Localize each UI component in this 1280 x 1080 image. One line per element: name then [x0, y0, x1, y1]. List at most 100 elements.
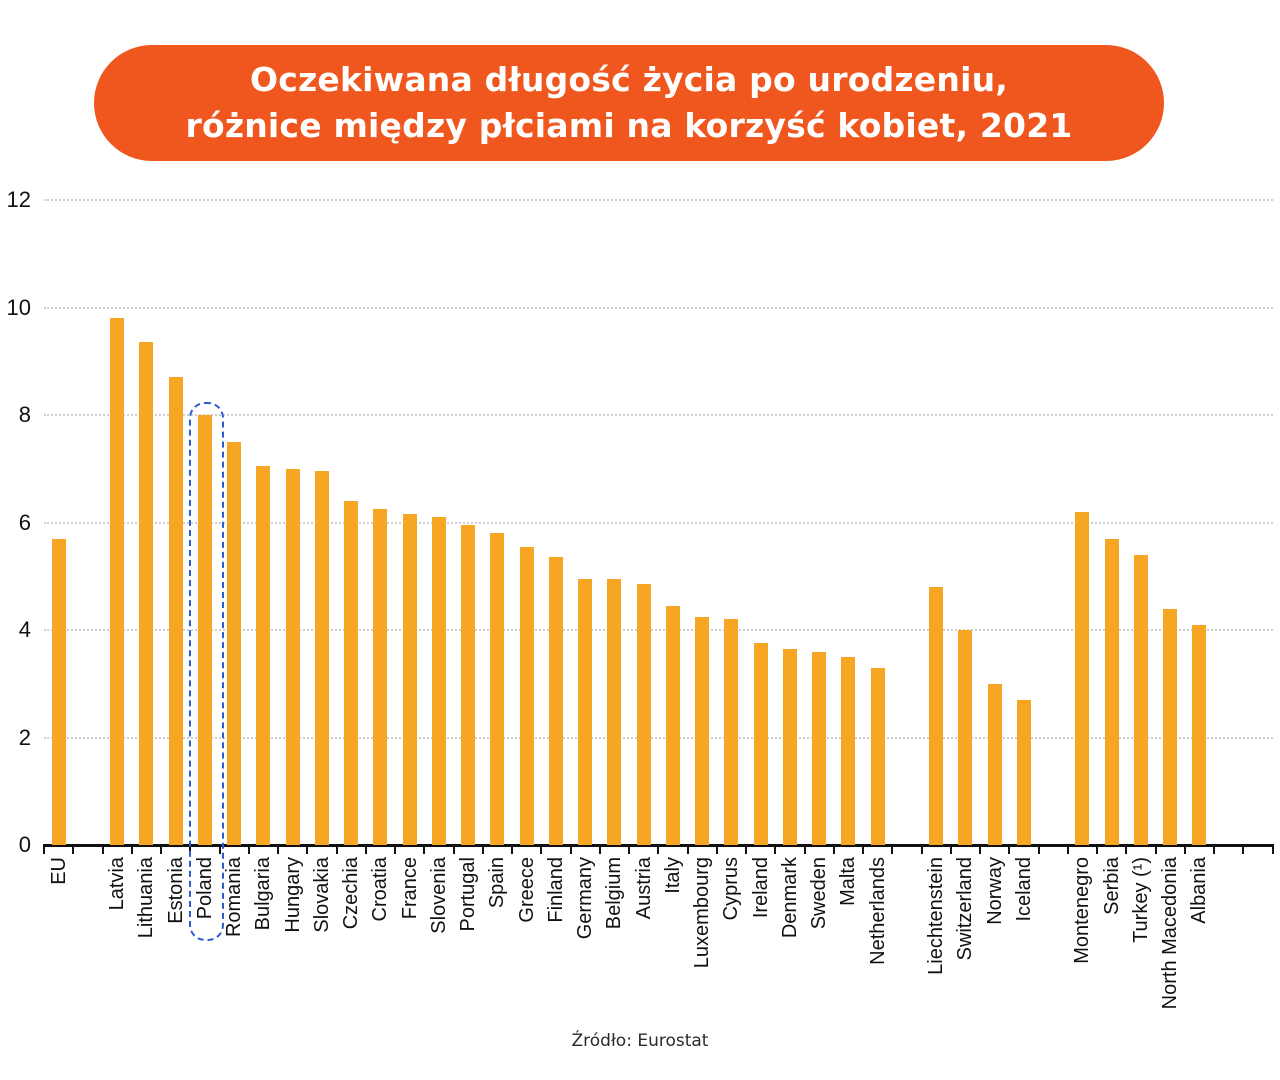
gridline-6 — [44, 521, 1273, 524]
chart-title-line-2: różnice między płciami na korzyść kobiet… — [185, 106, 1073, 145]
x-axis-tick — [247, 846, 250, 854]
bar-portugal — [461, 525, 476, 845]
x-axis-label-hungary: Hungary — [281, 857, 304, 933]
x-axis-label-north-macedonia: North Macedonia — [1159, 857, 1182, 1010]
x-axis-tick — [218, 846, 221, 854]
x-axis-label-slovakia: Slovakia — [310, 857, 333, 933]
y-axis-tick-label-2: 2 — [18, 724, 31, 750]
x-axis-label-serbia: Serbia — [1100, 857, 1123, 915]
x-axis-label-iceland: Iceland — [1012, 857, 1035, 922]
x-axis-tick — [949, 846, 952, 854]
x-axis-label-croatia: Croatia — [369, 857, 392, 922]
bar-lithuania — [139, 342, 154, 845]
x-axis-label-liechtenstein: Liechtenstein — [925, 857, 948, 975]
bar-germany — [578, 578, 593, 845]
bar-iceland — [1016, 699, 1031, 845]
bar-slovakia — [314, 471, 329, 845]
x-axis-label-cyprus: Cyprus — [720, 857, 743, 921]
y-axis-tick-label-12: 12 — [6, 187, 31, 212]
x-axis-tick — [306, 846, 309, 854]
bar-cyprus — [724, 619, 739, 845]
bar-estonia — [168, 377, 183, 845]
bar-montenegro — [1075, 511, 1090, 845]
x-axis-tick — [832, 846, 835, 854]
bar-greece — [519, 546, 534, 845]
x-axis-tick — [452, 846, 455, 854]
x-axis-tick — [277, 846, 279, 854]
x-axis-tick — [920, 846, 923, 854]
y-axis-tick-label-4: 4 — [18, 617, 31, 642]
bar-romania — [227, 441, 242, 845]
bar-france — [402, 514, 417, 845]
x-axis-label-denmark: Denmark — [778, 857, 801, 939]
gridline-4 — [44, 629, 1273, 631]
x-axis-tick — [803, 846, 806, 854]
x-axis-label-estonia: Estonia — [164, 857, 187, 924]
gridline-12 — [44, 199, 1273, 201]
x-axis-label-eu: EU — [47, 857, 70, 885]
y-axis-tick-label-10: 10 — [6, 294, 31, 320]
x-axis-label-netherlands: Netherlands — [866, 857, 889, 965]
bar-italy — [665, 605, 680, 845]
title-banner: Oczekiwana długość życia po urodzeniu, r… — [94, 45, 1164, 161]
x-axis-tick — [979, 846, 981, 854]
x-axis-tick — [628, 846, 630, 854]
poland-highlight-outline — [189, 402, 225, 941]
x-axis-tick — [1213, 846, 1215, 854]
x-axis-tick — [774, 846, 777, 854]
x-axis-label-germany: Germany — [574, 857, 597, 940]
x-axis-label-czechia: Czechia — [340, 857, 363, 930]
bar-latvia — [110, 318, 125, 845]
x-axis-label-spain: Spain — [486, 857, 509, 909]
x-axis-tick — [862, 846, 864, 854]
source-note: Źródło: Eurostat — [571, 1031, 709, 1051]
y-axis-tick-label-0: 0 — [18, 832, 31, 857]
x-axis-label-malta: Malta — [837, 857, 860, 906]
x-axis-tick — [1008, 846, 1011, 854]
x-axis-tick — [394, 846, 396, 854]
x-axis-tick — [745, 846, 747, 854]
bar-spain — [490, 533, 505, 845]
x-axis-tick — [1125, 846, 1128, 854]
x-axis-tick — [1242, 846, 1245, 854]
bar-poland — [197, 415, 212, 845]
x-axis-label-lithuania: Lithuania — [135, 857, 158, 939]
y-axis-tick-label-8: 8 — [18, 402, 31, 427]
x-axis-label-greece: Greece — [515, 857, 538, 923]
x-axis-tick — [335, 846, 338, 854]
x-axis-tick — [598, 846, 601, 854]
x-axis-tick — [101, 846, 104, 854]
x-axis-tick — [1037, 846, 1040, 854]
x-axis-tick — [657, 846, 660, 854]
x-axis-tick — [72, 846, 75, 854]
x-axis-label-france: France — [398, 857, 421, 920]
x-axis-label-sweden: Sweden — [808, 857, 831, 930]
x-axis-tick — [511, 846, 513, 854]
x-axis-label-bulgaria: Bulgaria — [252, 857, 275, 931]
x-axis-label-austria: Austria — [632, 857, 655, 920]
bar-hungary — [285, 468, 300, 845]
bar-switzerland — [958, 630, 973, 845]
x-axis-label-latvia: Latvia — [106, 857, 129, 911]
bar-sweden — [812, 651, 827, 845]
bar-liechtenstein — [929, 587, 944, 845]
x-axis-label-montenegro: Montenegro — [1071, 857, 1094, 964]
x-axis-tick — [569, 846, 572, 854]
x-axis-tick — [1066, 846, 1069, 854]
bar-turkey — [1133, 554, 1148, 845]
bar-north-macedonia — [1163, 608, 1178, 845]
x-axis-tick — [540, 846, 543, 854]
x-axis-tick — [891, 846, 894, 854]
x-axis-label-turkey: Turkey (¹) — [1129, 857, 1152, 943]
x-axis-tick — [364, 846, 367, 854]
x-axis-tick — [160, 846, 162, 854]
x-axis-label-albania: Albania — [1188, 857, 1211, 924]
bar-norway — [987, 683, 1002, 845]
x-axis-label-italy: Italy — [661, 857, 684, 894]
x-axis-label-ireland: Ireland — [749, 857, 772, 919]
x-axis-tick — [423, 846, 426, 854]
chart-title-line-1: Oczekiwana długość życia po urodzeniu, — [249, 60, 1009, 99]
bar-albania — [1192, 624, 1207, 845]
x-axis-label-luxembourg: Luxembourg — [691, 857, 714, 969]
